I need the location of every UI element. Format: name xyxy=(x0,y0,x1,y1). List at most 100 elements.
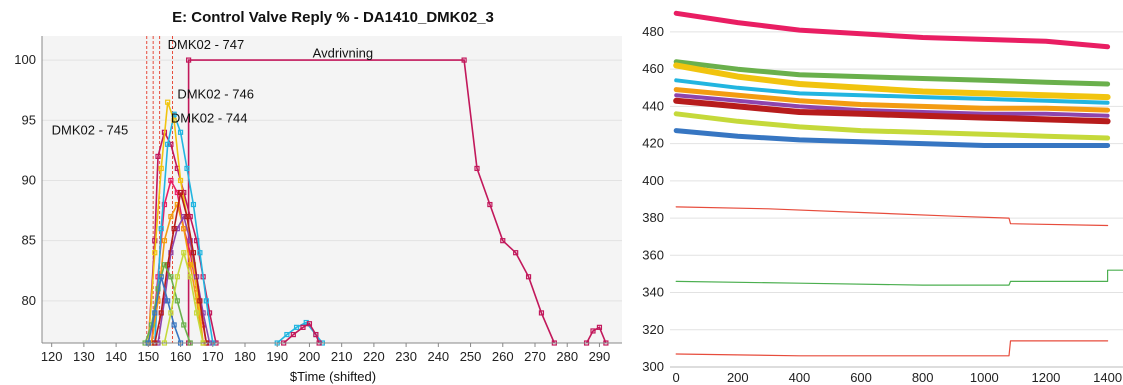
left-data-point xyxy=(293,324,300,330)
left-series-line xyxy=(163,249,204,344)
left-y-tick-label: 95 xyxy=(22,112,36,127)
left-data-point xyxy=(290,331,296,338)
left-data-point xyxy=(181,250,187,256)
left-x-tick-label: 170 xyxy=(202,349,224,364)
left-data-point xyxy=(184,213,190,220)
right-series-line xyxy=(673,59,1111,87)
left-x-tick-label: 240 xyxy=(427,349,449,364)
right-chart: 300 320 340 360 380 400 420 440 460 480 0 200 400 600… xyxy=(642,4,1123,385)
left-data-point xyxy=(190,250,197,256)
left-x-tick-label: 280 xyxy=(556,349,578,364)
left-data-point xyxy=(194,310,200,316)
left-data-point xyxy=(168,274,174,280)
left-y-tick-label: 100 xyxy=(14,52,36,67)
right-y-tick-label: 480 xyxy=(642,24,664,39)
right-y-tick-label: 320 xyxy=(642,322,664,337)
left-data-point xyxy=(197,250,203,256)
left-x-axis-title: $Time (shifted) xyxy=(290,369,376,384)
left-series-line xyxy=(187,59,556,344)
left-x-tick-label: 160 xyxy=(170,349,192,364)
left-data-point xyxy=(203,298,209,304)
left-data-point xyxy=(487,201,493,208)
right-y-tick-label: 380 xyxy=(642,210,664,225)
left-x-tick-label: 250 xyxy=(460,349,482,364)
left-data-point xyxy=(303,319,309,326)
left-data-point xyxy=(165,262,171,268)
left-x-tick-label: 270 xyxy=(524,349,546,364)
left-data-point xyxy=(168,213,174,220)
left-data-point xyxy=(525,274,532,280)
left-x-tick-label: 220 xyxy=(363,349,385,364)
right-series-line xyxy=(675,340,1109,357)
left-data-point xyxy=(500,238,506,244)
left-data-point xyxy=(168,310,174,316)
right-y-tick-label: 460 xyxy=(642,61,664,76)
left-x-tick-label: 180 xyxy=(234,349,256,364)
left-data-point xyxy=(168,177,174,184)
left-series-line xyxy=(144,262,191,344)
left-data-point xyxy=(181,213,187,220)
left-data-point xyxy=(158,310,164,316)
left-axes: 80 85 90 95 100 120 130 140 150 160 170 180 190 200 21… xyxy=(14,36,622,364)
left-series-line xyxy=(157,214,211,344)
left-data-point xyxy=(284,331,290,338)
right-y-tick-label: 440 xyxy=(642,98,664,113)
left-x-tick-label: 230 xyxy=(395,349,417,364)
left-data-point xyxy=(174,298,180,304)
left-data-point xyxy=(197,298,203,304)
left-series-line xyxy=(154,111,214,344)
left-y-tick-label: 85 xyxy=(22,233,36,248)
left-series-line xyxy=(585,326,607,344)
left-plot-area xyxy=(42,36,622,343)
left-series-line xyxy=(147,276,182,344)
right-series-line xyxy=(675,206,1109,227)
left-annotation-label: DMK02 - 744 xyxy=(171,111,248,126)
right-series-line xyxy=(673,97,1111,125)
right-series-line xyxy=(674,93,1110,118)
right-y-tick-label: 340 xyxy=(642,285,664,300)
right-series-line xyxy=(673,128,1111,148)
left-data-point xyxy=(161,262,168,268)
right-y-tick-label: 300 xyxy=(642,359,664,374)
left-data-point xyxy=(187,213,193,220)
left-x-tick-label: 150 xyxy=(137,349,159,364)
left-data-point xyxy=(158,165,164,172)
left-data-point xyxy=(474,165,480,172)
left-data-point xyxy=(177,177,184,184)
left-gridlines xyxy=(42,59,622,302)
right-series-line xyxy=(673,10,1111,50)
left-data-point xyxy=(165,298,171,304)
left-data-point xyxy=(174,226,180,232)
right-series-line xyxy=(673,87,1111,113)
right-x-tick-label: 1200 xyxy=(1031,370,1060,385)
left-data-point xyxy=(184,165,190,172)
left-x-tick-label: 140 xyxy=(105,349,127,364)
left-series-line xyxy=(147,101,204,344)
right-x-tick-label: 400 xyxy=(789,370,811,385)
left-data-point xyxy=(171,117,177,123)
right-x-tick-label: 200 xyxy=(727,370,749,385)
left-data-point xyxy=(190,201,197,208)
right-plot-area xyxy=(670,4,1123,367)
left-x-tick-label: 130 xyxy=(73,349,95,364)
left-data-point xyxy=(174,189,180,196)
left-data-point xyxy=(158,274,164,280)
right-y-tick-label: 360 xyxy=(642,247,664,262)
left-data-point xyxy=(152,250,158,256)
right-x-tick-label: 1400 xyxy=(1093,370,1122,385)
right-x-tick-label: 1000 xyxy=(970,370,999,385)
left-y-tick-label: 80 xyxy=(22,293,36,308)
left-data-point xyxy=(177,129,184,135)
left-data-point xyxy=(181,226,187,232)
left-data-point xyxy=(155,153,161,159)
left-data-point xyxy=(171,226,177,232)
left-data-point xyxy=(165,99,171,105)
left-annotations: DMK02 - 747 Avdrivning DMK02 - 746 DMK02 - … xyxy=(52,37,373,137)
left-data-point xyxy=(181,322,187,328)
left-y-tick-label: 90 xyxy=(22,172,36,187)
right-axes: 300 320 340 360 380 400 420 440 460 480 0 200 400 600… xyxy=(642,24,1123,385)
right-series-line xyxy=(673,111,1111,141)
right-series-group xyxy=(673,10,1123,357)
left-annotation-label: DMK02 - 745 xyxy=(52,123,129,138)
left-data-point xyxy=(174,274,180,280)
